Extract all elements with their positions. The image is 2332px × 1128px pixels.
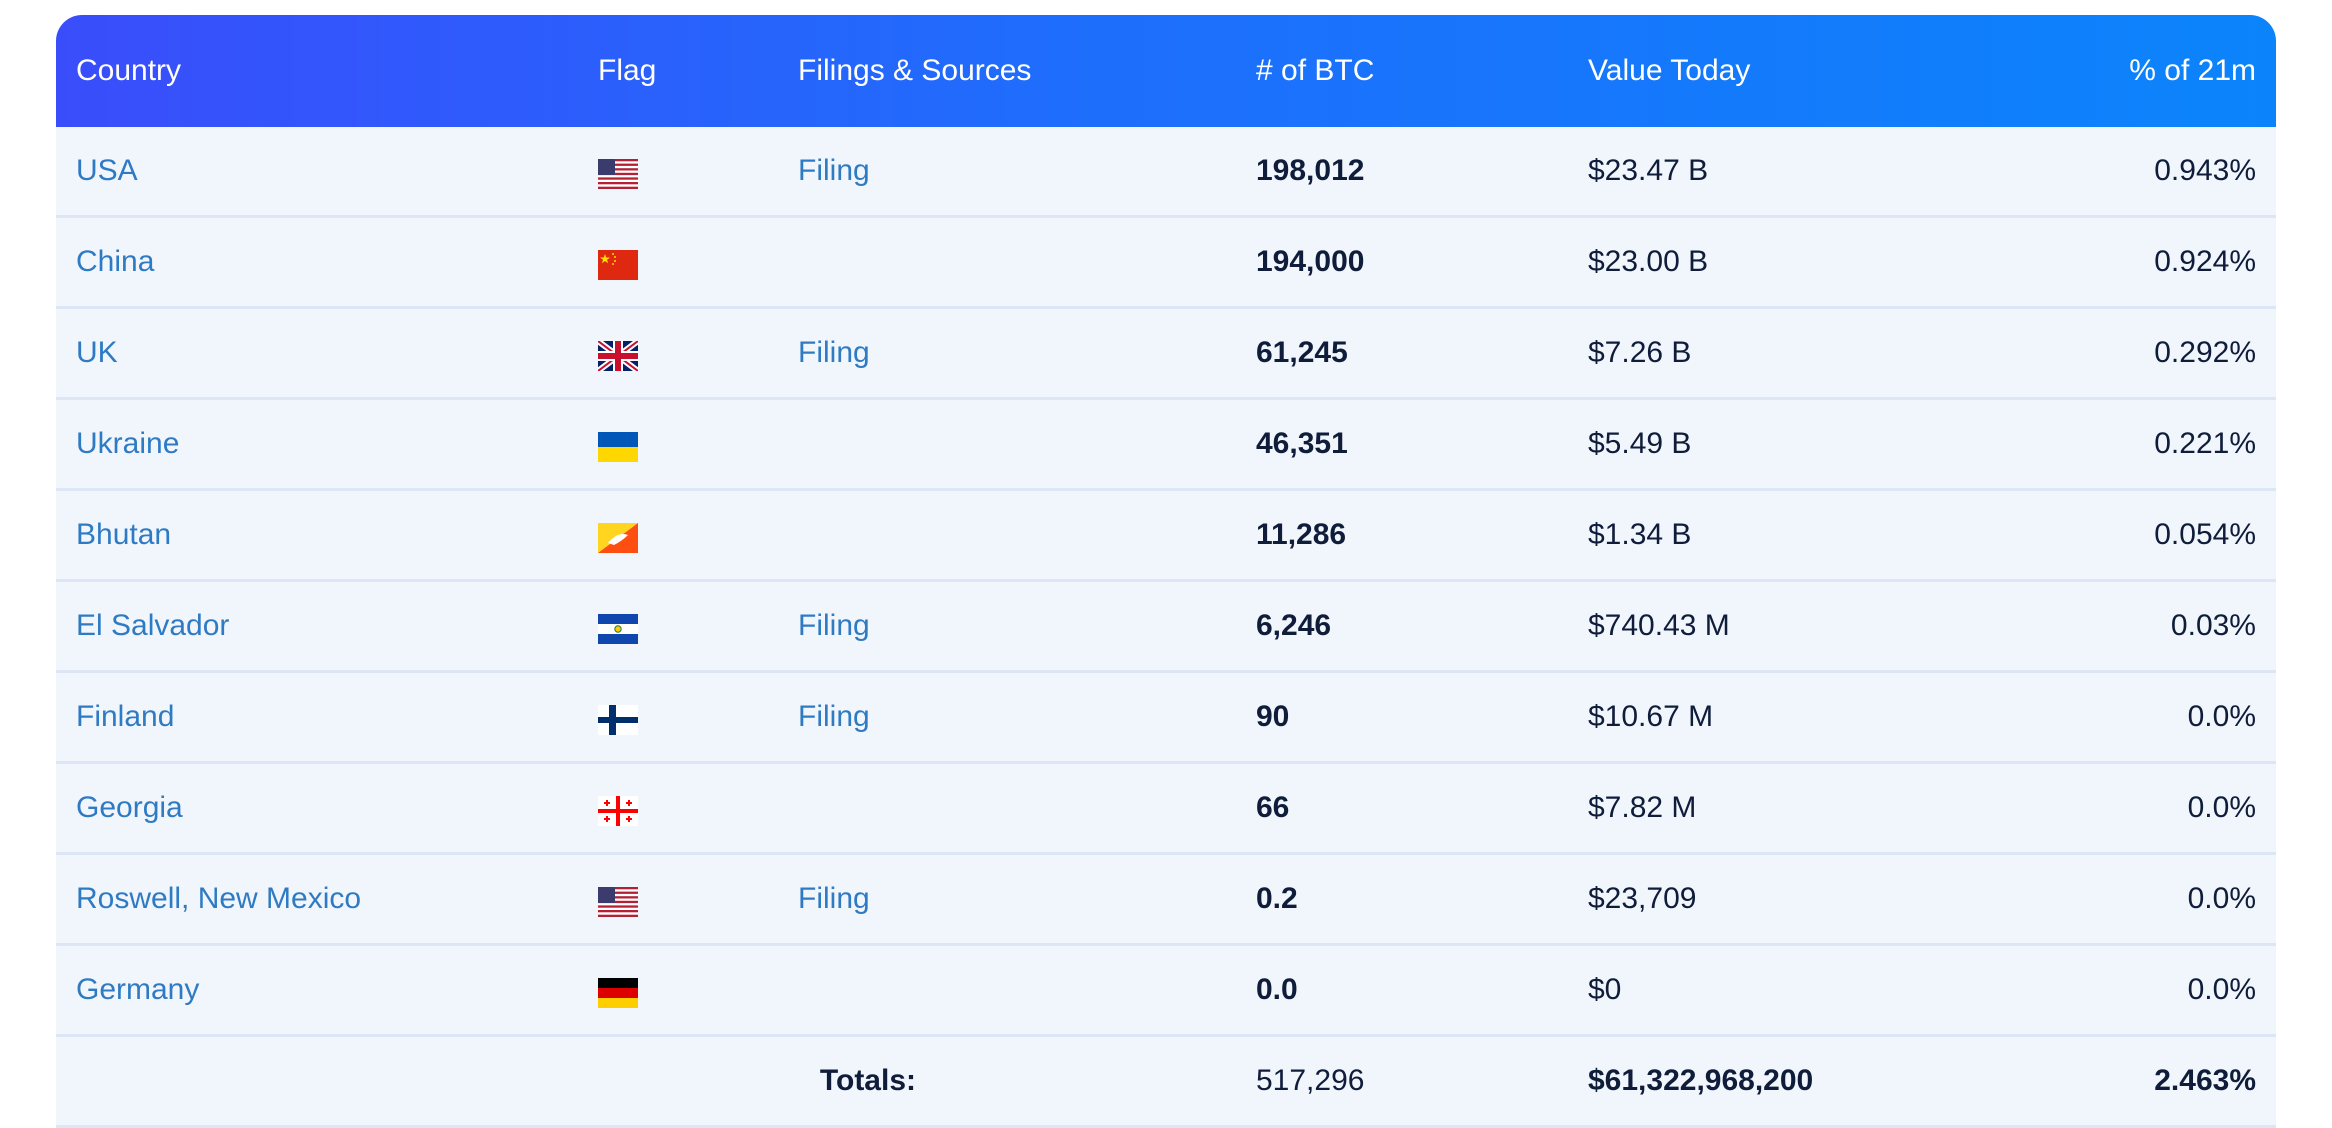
value-today: $23.47 B xyxy=(1588,154,1709,187)
filing-link[interactable]: Filing xyxy=(798,882,870,915)
table-row: Ukraine 46,351 $5.49 B 0.221% xyxy=(56,400,2276,491)
value-today: $10.67 M xyxy=(1588,700,1714,733)
country-link[interactable]: Ukraine xyxy=(76,427,180,460)
btc-amount: 0.0 xyxy=(1256,973,1298,1006)
pct-of-21m: 0.943% xyxy=(2154,154,2256,187)
value-today: $0 xyxy=(1588,973,1622,1006)
value-today: $5.49 B xyxy=(1588,427,1692,460)
btc-amount: 61,245 xyxy=(1256,336,1348,369)
table-row: Georgia 66 $7.82 M 0.0% xyxy=(56,764,2276,855)
header-country[interactable]: Country xyxy=(76,54,182,87)
table-row: El Salvador Filing 6,246 $740.43 M 0.03% xyxy=(56,582,2276,673)
value-today: $7.26 B xyxy=(1588,336,1692,369)
btc-amount: 198,012 xyxy=(1256,154,1365,187)
header-pct[interactable]: % of 21m xyxy=(2129,54,2256,87)
value-today: $7.82 M xyxy=(1588,791,1697,824)
table-body: USA Filing 198,012 $23.47 B 0.943% China… xyxy=(56,127,2276,1128)
header-flag: Flag xyxy=(598,54,657,87)
table-row: USA Filing 198,012 $23.47 B 0.943% xyxy=(56,127,2276,218)
totals-btc: 517,296 xyxy=(1256,1064,1365,1097)
finland-flag-icon xyxy=(598,705,638,735)
value-today: $23.00 B xyxy=(1588,245,1709,278)
btc-amount: 11,286 xyxy=(1256,518,1347,551)
table-row: Germany 0.0 $0 0.0% xyxy=(56,946,2276,1037)
header-filings: Filings & Sources xyxy=(798,54,1032,87)
btc-amount: 6,246 xyxy=(1256,609,1332,642)
table-row: Finland Filing 90 $10.67 M 0.0% xyxy=(56,673,2276,764)
country-link[interactable]: Germany xyxy=(76,973,200,1006)
germany-flag-icon xyxy=(598,978,638,1008)
pct-of-21m: 0.0% xyxy=(2187,791,2256,824)
uk-flag-icon xyxy=(598,341,638,371)
country-link[interactable]: UK xyxy=(76,336,118,369)
btc-amount: 0.2 xyxy=(1256,882,1298,915)
pct-of-21m: 0.924% xyxy=(2154,245,2256,278)
filing-link[interactable]: Filing xyxy=(798,700,870,733)
china-flag-icon xyxy=(598,250,638,280)
table-header: Country Flag Filings & Sources # of BTC … xyxy=(56,15,2276,127)
country-link[interactable]: Georgia xyxy=(76,791,183,824)
header-btc[interactable]: # of BTC xyxy=(1256,54,1375,87)
totals-row: Totals: 517,296 $61,322,968,200 2.463% xyxy=(56,1037,2276,1128)
treasuries-table: Country Flag Filings & Sources # of BTC … xyxy=(56,15,2276,1128)
pct-of-21m: 0.0% xyxy=(2187,700,2256,733)
country-link[interactable]: China xyxy=(76,245,155,278)
table-row: Bhutan 11,286 $1.34 B 0.054% xyxy=(56,491,2276,582)
pct-of-21m: 0.221% xyxy=(2154,427,2256,460)
filing-link[interactable]: Filing xyxy=(798,609,870,642)
country-link[interactable]: El Salvador xyxy=(76,609,230,642)
filing-link[interactable]: Filing xyxy=(798,154,870,187)
pct-of-21m: 0.054% xyxy=(2154,518,2256,551)
filing-link[interactable]: Filing xyxy=(798,336,870,369)
table-row: China 194,000 $23.00 B 0.924% xyxy=(56,218,2276,309)
pct-of-21m: 0.0% xyxy=(2187,882,2256,915)
us-flag-icon xyxy=(598,159,638,189)
ukraine-flag-icon xyxy=(598,432,638,462)
country-link[interactable]: Roswell, New Mexico xyxy=(76,882,362,915)
us-flag-icon xyxy=(598,887,638,917)
value-today: $1.34 B xyxy=(1588,518,1692,551)
header-value[interactable]: Value Today xyxy=(1588,54,1751,87)
value-today: $740.43 M xyxy=(1588,609,1730,642)
btc-amount: 46,351 xyxy=(1256,427,1348,460)
pct-of-21m: 0.292% xyxy=(2154,336,2256,369)
btc-amount: 66 xyxy=(1256,791,1290,824)
el-salvador-flag-icon xyxy=(598,614,638,644)
btc-amount: 194,000 xyxy=(1256,245,1365,278)
country-link[interactable]: USA xyxy=(76,154,138,187)
bhutan-flag-icon xyxy=(598,523,638,553)
table-row: Roswell, New Mexico Filing 0.2 $23,709 0… xyxy=(56,855,2276,946)
value-today: $23,709 xyxy=(1588,882,1697,915)
pct-of-21m: 0.03% xyxy=(2170,609,2256,642)
country-link[interactable]: Finland xyxy=(76,700,175,733)
pct-of-21m: 0.0% xyxy=(2187,973,2256,1006)
table-row: UK Filing 61,245 $7.26 B 0.292% xyxy=(56,309,2276,400)
country-link[interactable]: Bhutan xyxy=(76,518,172,551)
totals-pct: 2.463% xyxy=(2154,1064,2256,1097)
georgia-flag-icon xyxy=(598,796,638,826)
totals-value: $61,322,968,200 xyxy=(1588,1064,1814,1097)
btc-amount: 90 xyxy=(1256,700,1290,733)
totals-label: Totals: xyxy=(819,1064,916,1097)
